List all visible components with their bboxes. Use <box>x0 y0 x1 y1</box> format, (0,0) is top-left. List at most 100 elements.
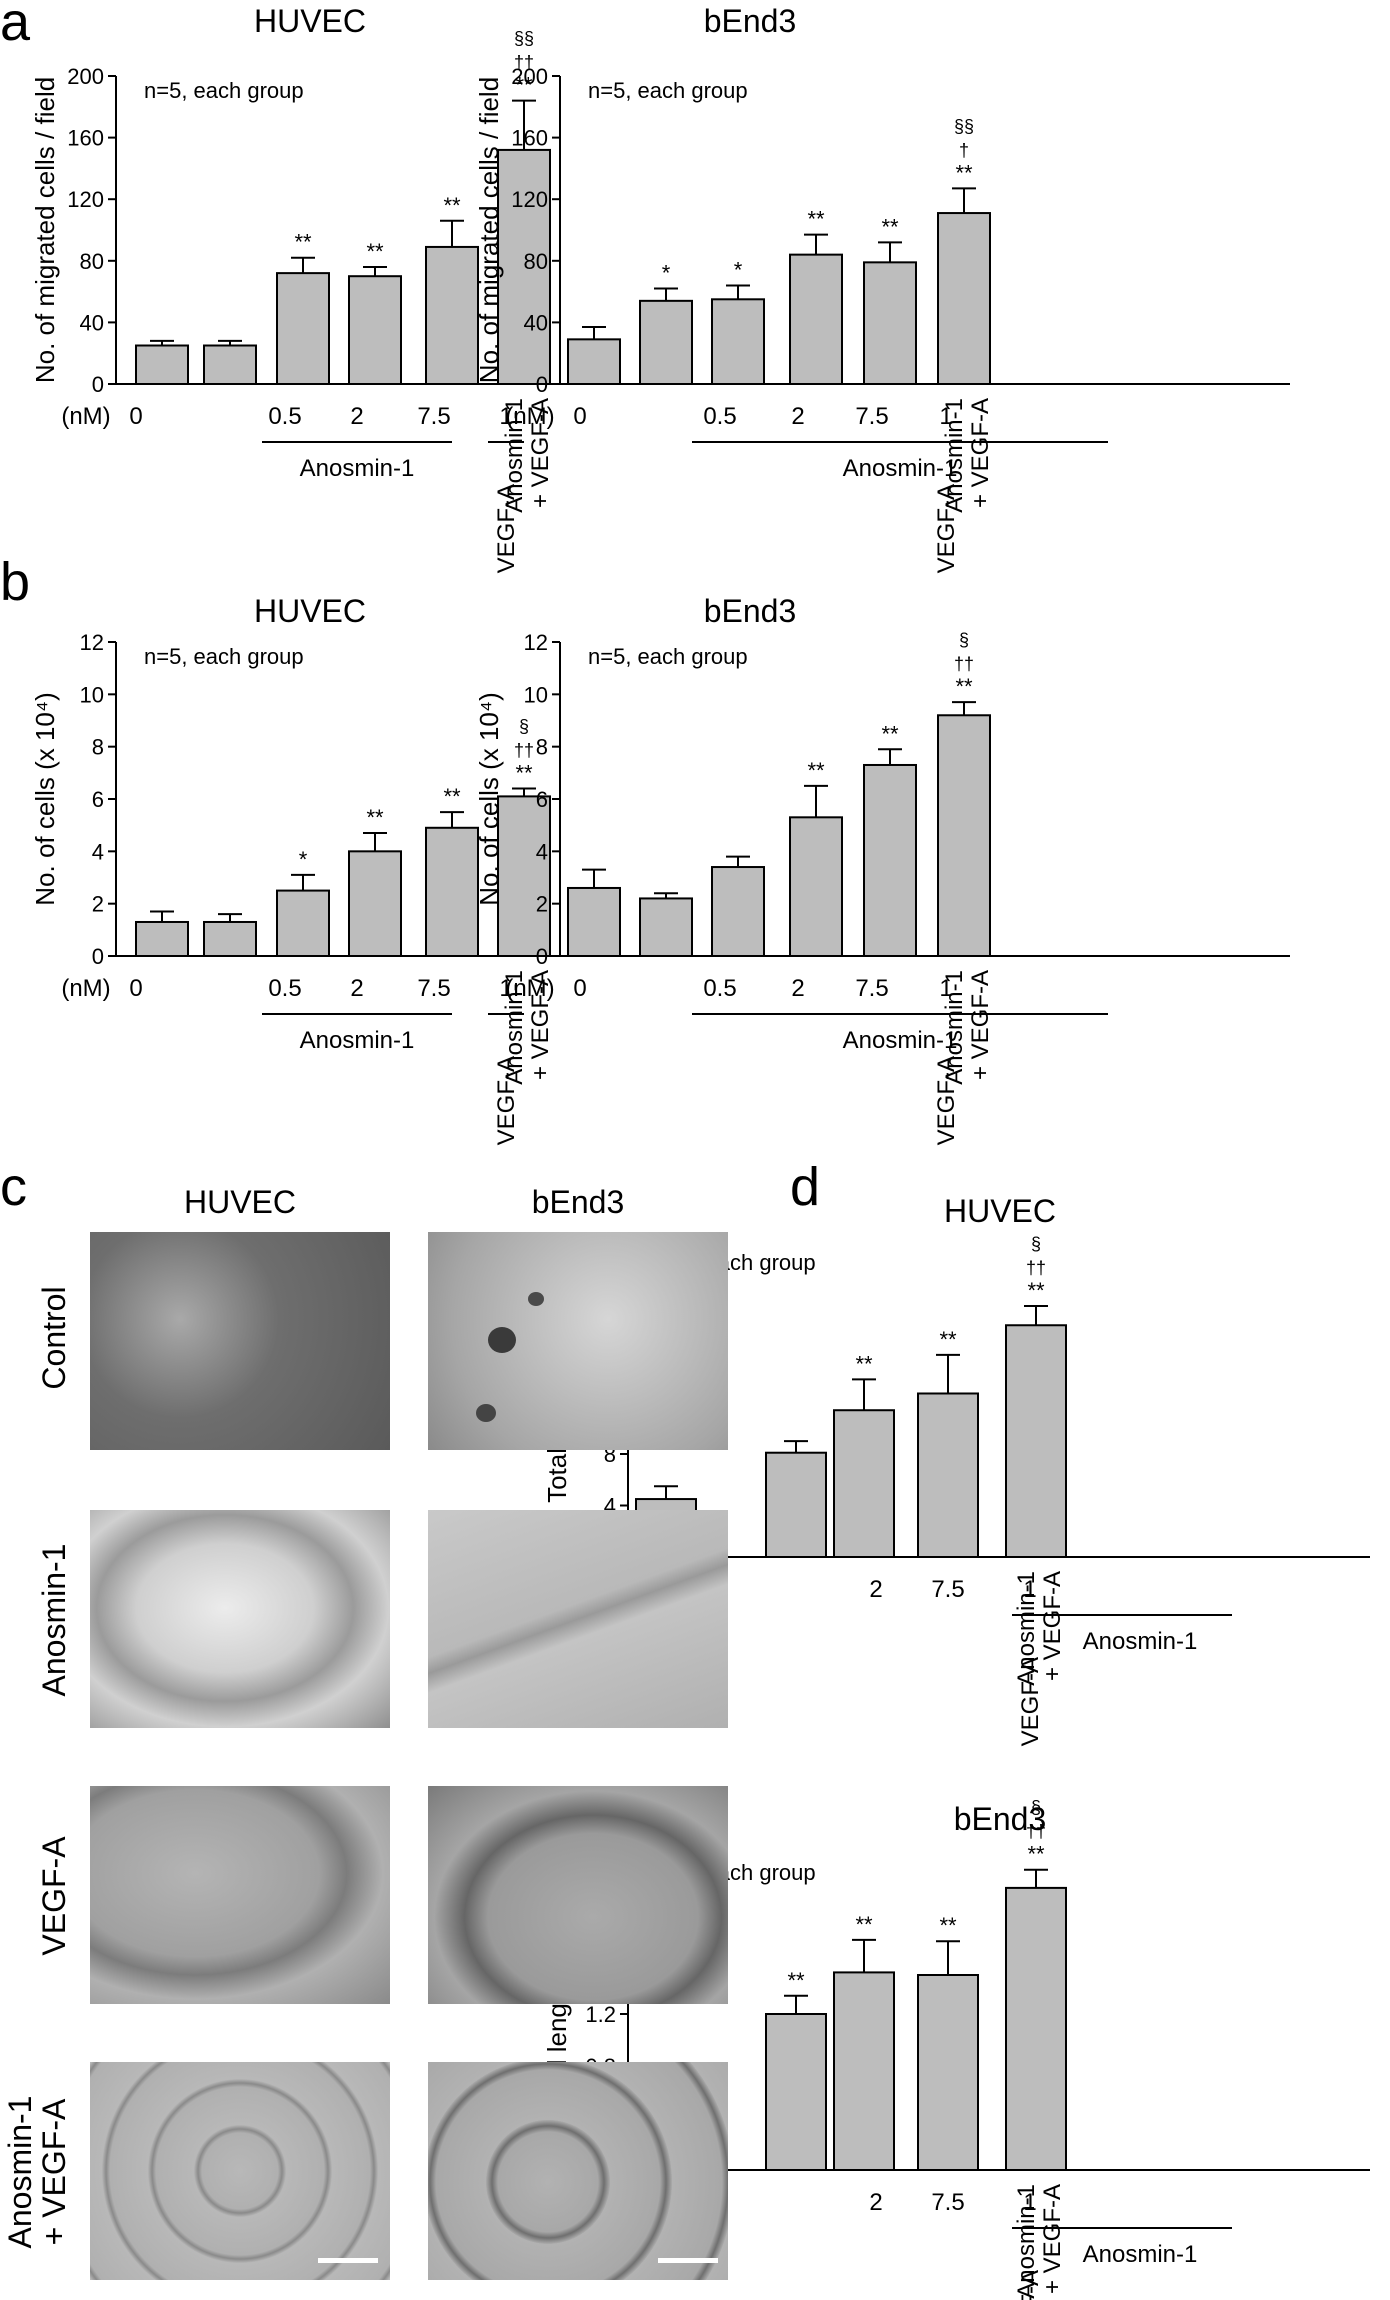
chart-a-bend3-significance-mark: * <box>662 261 671 286</box>
chart-b-huvec-n-text: n=5, each group <box>144 644 304 669</box>
chart-d-huvec-significance-mark: ** <box>939 1327 957 1352</box>
chart-b-bend3-anosmin-group-label: Anosmin-1 <box>843 1027 958 1054</box>
chart-a-huvec-y-tick-label: 40 <box>80 310 104 335</box>
micrograph-huvec-anosmin <box>90 1510 390 1728</box>
chart-b-bend3-y-label: No. of cells (x 10⁴) <box>474 692 504 905</box>
chart-a-bend3-y-tick-label: 200 <box>511 64 548 89</box>
chart-a-huvec-title: HUVEC <box>254 3 366 39</box>
chart-d-bend3-x-tick-label: 1 <box>1023 2189 1036 2216</box>
chart-a-bend3-significance-mark: ** <box>955 160 973 185</box>
chart-d-bend3-bar <box>765 2013 827 2171</box>
micrograph-bend3-anosmin <box>428 1510 728 1728</box>
chart-a-bend3-vegf-group-label: VEGF-A <box>933 484 960 573</box>
chart-b-huvec-x-unit: (nM) <box>61 975 110 1002</box>
chart-a-huvec-x-tick-label: 7.5 <box>417 403 450 430</box>
chart-a-bend3-y-tick-label: 120 <box>511 187 548 212</box>
micrograph-bend3-vegf <box>428 1786 728 2004</box>
cell-cluster-icon <box>488 1327 516 1353</box>
chart-a-huvec-significance-mark: ** <box>294 230 312 255</box>
chart-b-huvec-title: HUVEC <box>254 593 366 629</box>
chart-a-huvec-bar <box>203 344 257 385</box>
chart-d-huvec-bar <box>1005 1324 1067 1558</box>
scale-bar <box>318 2258 378 2263</box>
chart-b-bend3-title: bEnd3 <box>704 593 797 629</box>
chart-b-bend3-x-tick-label: 0 <box>573 975 586 1002</box>
chart-d-huvec-x-tick-label: 7.5 <box>931 1576 964 1603</box>
chart-b-huvec-significance-mark: § <box>519 717 529 737</box>
chart-a-huvec-bar <box>135 344 189 385</box>
chart-d-huvec-vegf-group-label: VEGF-A <box>1017 1657 1044 1746</box>
chart-d-bend3-significance-mark: †† <box>1026 1822 1046 1842</box>
scale-bar <box>658 2258 718 2263</box>
chart-a-bend3-x-tick-label: 0 <box>573 403 586 430</box>
chart-d-bend3-y-tick-label: 1.2 <box>585 2002 616 2027</box>
chart-b-bend3-significance-mark: †† <box>954 654 974 674</box>
panel-c-row-combo-line1: Anosmin-1 <box>2 2095 38 2249</box>
chart-d-bend3-significance-mark: ** <box>1027 1842 1045 1867</box>
chart-b-bend3-combo-label-line2: + VEGF-A <box>967 970 994 1080</box>
chart-b-bend3-bar <box>937 714 991 957</box>
micrograph-huvec-combo <box>90 2062 390 2280</box>
chart-a-bend3-x-tick-label: 1 <box>939 403 952 430</box>
chart-b-huvec-bar <box>348 850 402 957</box>
chart-a-bend3-significance-mark: ** <box>881 214 899 239</box>
panel-letter-a: a <box>0 0 31 52</box>
chart-b-bend3-bar <box>711 866 765 957</box>
chart-a-huvec-y-label: No. of migrated cells / field <box>30 77 60 383</box>
chart-a-bend3-bar <box>567 338 621 385</box>
chart-b-huvec-combo-label-line1: Anosmin-1 <box>501 970 528 1085</box>
chart-b-huvec-y-tick-label: 0 <box>92 944 104 969</box>
chart-a-huvec-y-tick-label: 0 <box>92 372 104 397</box>
chart-a-bend3-combo-label-line1: Anosmin-1 <box>941 398 968 513</box>
chart-d-bend3-combo-label-line1: Anosmin-1 <box>1013 2184 1040 2299</box>
chart-b-huvec-x-tick-label: 2 <box>350 975 363 1002</box>
chart-b-huvec-x-tick-label: 7.5 <box>417 975 450 1002</box>
chart-b-huvec-y-tick-label: 6 <box>92 787 104 812</box>
chart-d-bend3-significance-mark: ** <box>855 1912 873 1937</box>
chart-b-huvec-anosmin-group-label: Anosmin-1 <box>300 1027 415 1054</box>
chart-a-bend3-significance-mark: ** <box>807 207 825 232</box>
chart-a-huvec-x-tick-label: 1 <box>499 403 512 430</box>
chart-a-bend3-bar <box>937 212 991 385</box>
chart-a-huvec-combo-label-line1: Anosmin-1 <box>501 398 528 513</box>
chart-d-huvec-significance-mark: †† <box>1026 1258 1046 1278</box>
micrograph-huvec-control <box>90 1232 390 1450</box>
chart-a-bend3-bar <box>711 298 765 385</box>
chart-a-huvec-vegf-group-label: VEGF-A <box>493 484 520 573</box>
panel-letter-d: d <box>790 1157 820 1217</box>
chart-a-huvec-significance-mark: ** <box>366 239 384 264</box>
chart-b-huvec-bar <box>425 826 479 957</box>
chart-d-bend3-significance-mark: § <box>1031 1798 1041 1818</box>
chart-b-huvec-combo-label-line2: + VEGF-A <box>527 970 554 1080</box>
chart-d-huvec-significance-mark: ** <box>855 1351 873 1376</box>
chart-b-bend3-x-tick-label: 1 <box>939 975 952 1002</box>
chart-a-bend3-significance-mark: §§ <box>954 116 974 136</box>
micrograph-bend3-combo <box>428 2062 728 2280</box>
chart-d-bend3-x-tick-label: 2 <box>869 2189 882 2216</box>
chart-b-huvec-significance-mark: * <box>299 847 308 872</box>
chart-d-huvec-x-tick-label: 1 <box>1023 1576 1036 1603</box>
chart-b-huvec-vegf-group-label: VEGF-A <box>493 1056 520 1145</box>
chart-b-huvec-bar <box>135 920 189 958</box>
panel-c-column-bend3: bEnd3 <box>531 1184 625 1220</box>
chart-b-huvec-bar <box>497 795 551 958</box>
chart-d-huvec-bar <box>765 1451 827 1559</box>
chart-b-huvec-y-tick-label: 10 <box>80 682 104 707</box>
chart-a-bend3-significance-mark: * <box>734 257 743 282</box>
chart-a-bend3-bar <box>789 253 843 385</box>
chart-a-huvec-anosmin-group-label: Anosmin-1 <box>300 455 415 482</box>
chart-a-huvec-significance-mark: §§ <box>514 29 534 49</box>
chart-a-bend3-y-tick-label: 80 <box>524 249 548 274</box>
chart-b-bend3-combo-label-line1: Anosmin-1 <box>941 970 968 1085</box>
chart-b-huvec-y-label: No. of cells (x 10⁴) <box>30 692 60 905</box>
chart-a-bend3-bar <box>639 299 693 385</box>
chart-a-huvec-n-text: n=5, each group <box>144 78 304 103</box>
chart-d-huvec-anosmin-group-label: Anosmin-1 <box>1083 1628 1198 1655</box>
chart-b-bend3-y-tick-label: 4 <box>536 839 548 864</box>
chart-b-bend3-bar <box>863 763 917 957</box>
chart-b-bend3-n-text: n=5, each group <box>588 644 748 669</box>
chart-b-bend3-x-unit: (nM) <box>505 975 554 1002</box>
chart-b-bend3-significance-mark: § <box>959 630 969 650</box>
chart-a-huvec-x-tick-label: 0 <box>129 403 142 430</box>
chart-a-huvec-y-tick-label: 80 <box>80 249 104 274</box>
